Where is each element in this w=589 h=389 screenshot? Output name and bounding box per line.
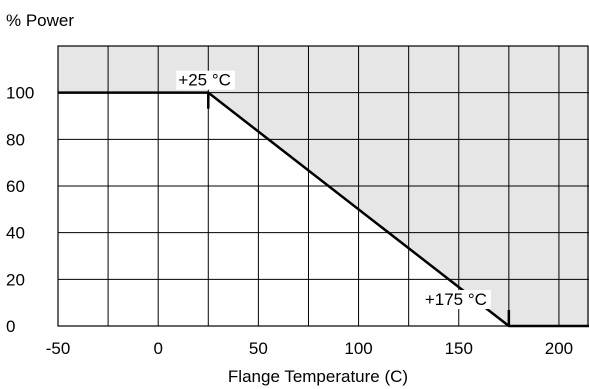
x-tick-label: 200 [545,339,573,358]
annotation-label: +25 °C [178,71,231,90]
series-line [58,91,589,328]
y-tick-label: 40 [6,224,25,243]
y-tick-label: 20 [6,270,25,289]
plot-border [57,45,589,327]
annotation-background [422,290,491,309]
y-tick-label: 0 [6,317,15,336]
x-tick-label: 150 [445,339,473,358]
plot-area: +25 °C +175 °C -50 0 50 100 150 200 0 20 40 60 80 100 [6,45,589,358]
x-tick-label: 100 [344,339,372,358]
y-axis-label: % Power [6,11,74,30]
x-tick-label: 0 [153,339,162,358]
y-tick-label: 100 [6,84,34,103]
shaded-region [58,46,589,326]
y-tick-label: 60 [6,177,25,196]
x-tick-label: 50 [249,339,268,358]
x-axis-label: Flange Temperature (C) [228,367,408,386]
annotation-background [176,70,235,90]
x-tick-label: -50 [46,339,71,358]
y-tick-label: 80 [6,130,25,149]
annotation-label: +175 °C [425,290,487,309]
